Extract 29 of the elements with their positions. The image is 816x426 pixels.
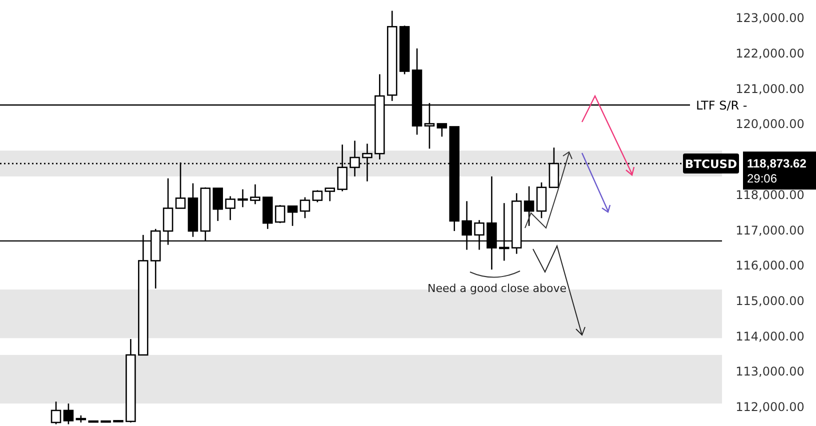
text: 118,873.62: [747, 156, 807, 171]
y-tick-label: 117,000.00: [736, 223, 804, 238]
y-tick-label: 122,000.00: [736, 46, 804, 61]
y-tick-label: 112,000.00: [736, 400, 804, 414]
ref-line-label: BTCUSD: [684, 157, 738, 172]
candlestick: [212, 188, 223, 222]
y-tick-label: 121,000.00: [736, 82, 804, 96]
y-tick-label: 115,000.00: [736, 294, 804, 308]
candlestick: [536, 182, 547, 219]
y-tick-label: 123,000.00: [736, 11, 804, 26]
y-tick-label: 116,000.00: [736, 258, 804, 273]
candlestick: [63, 402, 74, 425]
candlestick: [436, 123, 448, 138]
candlestick: [238, 188, 248, 208]
candlestick: [324, 188, 336, 202]
y-tick-label: 118,000.00: [736, 188, 804, 202]
y-tick-label: 120,000.00: [736, 117, 804, 132]
annotation: Need a good close above: [428, 282, 567, 295]
text: 29:06: [747, 172, 778, 186]
candlestick: [225, 196, 236, 221]
candlestick: [250, 184, 260, 205]
candlestick: [287, 205, 298, 227]
y-tick-label: 114,000.00: [736, 329, 804, 344]
candlestick: [312, 190, 323, 203]
candlestick: [300, 196, 310, 219]
ref-line-label: LTF S/R -: [696, 98, 748, 112]
y-tick-label: 113,000.00: [736, 364, 804, 379]
candlestick: [274, 204, 286, 224]
candlestick: [524, 186, 534, 227]
